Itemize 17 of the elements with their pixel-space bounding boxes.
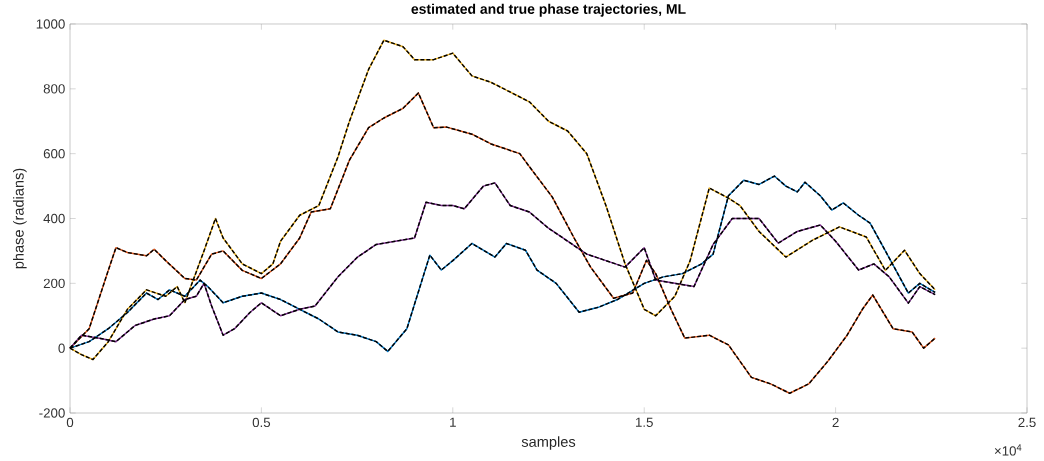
chart-title: estimated and true phase trajectories, ML	[411, 3, 686, 17]
x-tick-label: 2.5	[1018, 417, 1036, 428]
y-tick-label: -200	[39, 408, 65, 418]
y-axis-title: phase (radians)	[13, 168, 27, 269]
y-tick-label: 200	[43, 278, 65, 289]
x-tick-label: 0	[66, 417, 74, 428]
y-tick-label: 800	[43, 84, 65, 94]
y-tick-label: 400	[43, 213, 65, 224]
x-tick-label: 0.5	[252, 417, 271, 428]
x-axis-title: samples	[521, 436, 576, 450]
x-tick-label: 1	[450, 417, 456, 427]
x-tick-label: 1.5	[635, 417, 653, 427]
y-tick-label: 1000	[36, 19, 65, 29]
text: ×10$^{4}$	[994, 444, 1022, 456]
y-tick-label: 600	[43, 148, 65, 159]
x-tick-label: 2	[832, 417, 839, 427]
y-tick-label: 0	[58, 343, 65, 353]
